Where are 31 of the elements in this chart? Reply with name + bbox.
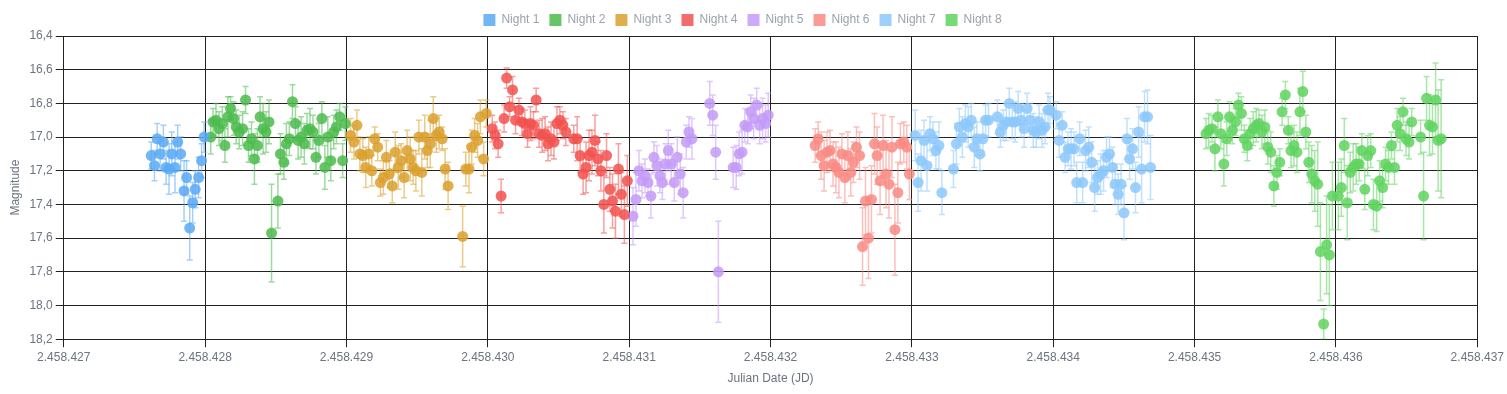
x-tick-label: 2.458.433 — [885, 349, 939, 364]
legend-label: Night 5 — [765, 12, 804, 27]
legend-label: Night 8 — [963, 12, 1002, 27]
legend-label: Night 4 — [699, 12, 738, 27]
y-axis-title: Magnitude — [7, 159, 22, 216]
y-tick-label: 17,6 — [29, 230, 54, 245]
x-axis-title: Julian Date (JD) — [727, 371, 814, 386]
x-tick-label: 2.458.429 — [319, 349, 374, 364]
y-tick-label: 17,0 — [29, 129, 54, 144]
y-tick-label: 16,4 — [29, 28, 54, 43]
x-tick-label: 2.458.435 — [1167, 349, 1222, 364]
legend-label: Night 1 — [501, 12, 540, 27]
y-tick-label: 18,0 — [29, 297, 54, 312]
y-tick-label: 17,8 — [29, 264, 54, 279]
x-tick-label: 2.458.431 — [602, 349, 657, 364]
x-tick-label: 2.458.428 — [178, 349, 233, 364]
legend-label: Night 6 — [831, 12, 870, 27]
x-tick-label: 2.458.437 — [1450, 349, 1505, 364]
legend-label: Night 7 — [897, 12, 936, 27]
y-tick-label: 17,4 — [29, 196, 54, 211]
y-tick-label: 16,6 — [29, 62, 54, 76]
x-tick-label: 2.458.434 — [1026, 349, 1081, 364]
legend-label: Night 2 — [567, 12, 606, 27]
x-tick-label: 2.458.427 — [37, 349, 91, 364]
legend-label: Night 3 — [633, 12, 672, 27]
y-tick-label: 16,8 — [29, 95, 54, 110]
x-tick-label: 2.458.436 — [1309, 349, 1363, 364]
x-tick-label: 2.458.430 — [461, 349, 515, 364]
y-tick-label: 17,2 — [29, 163, 54, 178]
y-tick-label: 18,2 — [29, 331, 54, 346]
x-tick-label: 2.458.432 — [743, 349, 798, 364]
